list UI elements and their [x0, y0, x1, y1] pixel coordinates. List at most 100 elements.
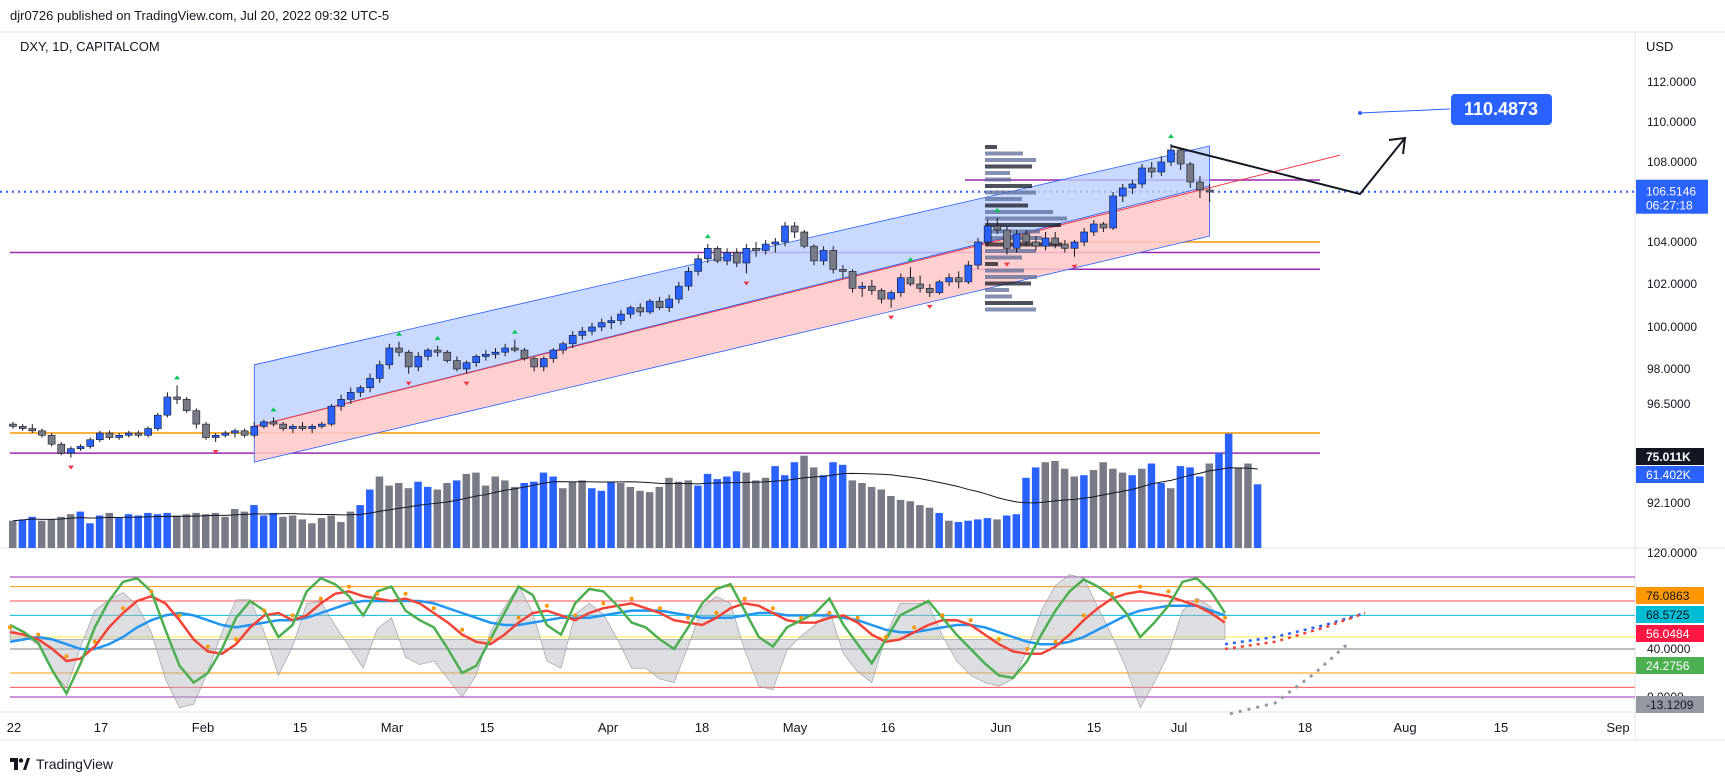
volume-bar — [713, 479, 721, 548]
volume-bar — [887, 496, 895, 548]
osc-dot — [403, 591, 408, 596]
volume-bar — [935, 512, 943, 548]
volume-profile-row — [985, 288, 1009, 292]
volume-bar — [925, 507, 934, 548]
time-tick-label: 18 — [1298, 720, 1312, 735]
candle-body — [800, 231, 809, 247]
candle-body — [781, 225, 789, 243]
volume-bar — [18, 519, 27, 548]
candle-body — [539, 358, 548, 368]
time-tick-label: 17 — [94, 720, 108, 735]
osc-level-value: 24.2756 — [1646, 659, 1690, 673]
volume-ma-line — [12, 467, 1258, 522]
time-tick-label: Jun — [991, 720, 1012, 735]
osc-dot — [1194, 599, 1199, 603]
candle-body — [317, 423, 326, 427]
volume-bar — [86, 523, 94, 548]
price-tick-label: 92.1000 — [1647, 496, 1691, 510]
osc-dot — [742, 596, 747, 601]
tradingview-footer[interactable]: TradingView — [10, 756, 113, 772]
candle-body — [1099, 223, 1108, 229]
candle-body — [404, 351, 413, 368]
volume-bar — [414, 481, 422, 548]
osc-dot — [318, 596, 323, 601]
time-tick-label: 16 — [881, 720, 895, 735]
volume-bars — [9, 433, 1262, 548]
candle-body — [346, 392, 355, 400]
volume-bar — [752, 480, 760, 548]
candle-body — [1061, 243, 1069, 249]
volume-bar — [356, 505, 364, 548]
volume-bar — [202, 514, 210, 548]
regression-channel — [253, 145, 1341, 463]
volume-profile-row — [985, 307, 1036, 312]
candle-body — [1138, 167, 1146, 185]
osc-dot — [657, 606, 662, 611]
volume-bar — [385, 485, 393, 548]
volume-profile-row — [985, 249, 1036, 253]
volume-profile-row — [985, 242, 1062, 247]
candle-body — [607, 320, 616, 323]
volume-bar — [1167, 488, 1175, 548]
fractal-down-marker — [405, 381, 412, 386]
volume-bar — [173, 515, 181, 548]
target-price-callout[interactable]: 110.4873 — [1358, 94, 1552, 125]
candle-body — [549, 349, 558, 359]
osc-dot — [601, 601, 606, 606]
osc-dot — [1138, 584, 1143, 589]
candle-body — [1128, 183, 1137, 189]
candle-body — [298, 426, 307, 429]
volume-bar — [501, 480, 509, 548]
candle-body — [858, 285, 867, 289]
osc-dot — [36, 632, 41, 637]
candle-body — [626, 307, 635, 315]
osc-dot — [827, 611, 832, 615]
candle-body — [1196, 181, 1204, 191]
osc-dot — [92, 639, 97, 644]
candle-body — [1109, 195, 1117, 229]
time-tick-label: Aug — [1393, 720, 1416, 735]
candle-body — [771, 241, 780, 245]
volume-bar — [597, 490, 606, 548]
volume-profile-row — [985, 216, 1067, 221]
osc-level-box — [1636, 606, 1704, 623]
candle-body — [501, 347, 509, 353]
target-price-label: 110.4873 — [1464, 99, 1538, 119]
volume-bar — [308, 523, 316, 548]
candle-body — [935, 281, 944, 293]
volume-bar — [28, 516, 36, 548]
candle-body — [395, 347, 403, 353]
candle-body — [105, 432, 114, 438]
volume-bar — [1041, 462, 1050, 548]
volume-bar — [192, 512, 200, 548]
volume-bar — [771, 466, 779, 548]
fractal-markers — [67, 134, 1174, 470]
candle-body — [568, 335, 577, 345]
candle-body — [424, 349, 432, 357]
candle-body — [896, 277, 905, 293]
candle-body — [1051, 237, 1059, 245]
volume-bar — [211, 512, 220, 548]
channel-lower-fill — [253, 185, 1210, 463]
volume-bar — [279, 516, 287, 548]
candle-body — [964, 264, 973, 283]
candle-body — [192, 410, 201, 425]
volume-bar — [221, 516, 229, 548]
volume-bar — [1138, 468, 1146, 548]
price-chart[interactable]: DXY, 1D, CAPITALCOM USD 112.0000 110.0000… — [0, 0, 1725, 750]
fractal-up-marker — [396, 331, 402, 336]
candle-body — [231, 430, 239, 434]
volume-bar — [124, 514, 133, 548]
time-tick-label: 15 — [1087, 720, 1101, 735]
volume-bar — [1128, 475, 1136, 548]
volume-profile-row — [985, 171, 1010, 175]
osc-dot — [940, 613, 945, 618]
candle-body — [1070, 241, 1079, 249]
candle-body — [86, 439, 94, 447]
volume-bar — [317, 518, 326, 548]
volume-bar — [66, 514, 75, 548]
candle-body — [906, 277, 915, 285]
candle-body — [67, 448, 75, 454]
volume-bar — [1012, 514, 1021, 548]
osc-dot — [375, 591, 380, 596]
